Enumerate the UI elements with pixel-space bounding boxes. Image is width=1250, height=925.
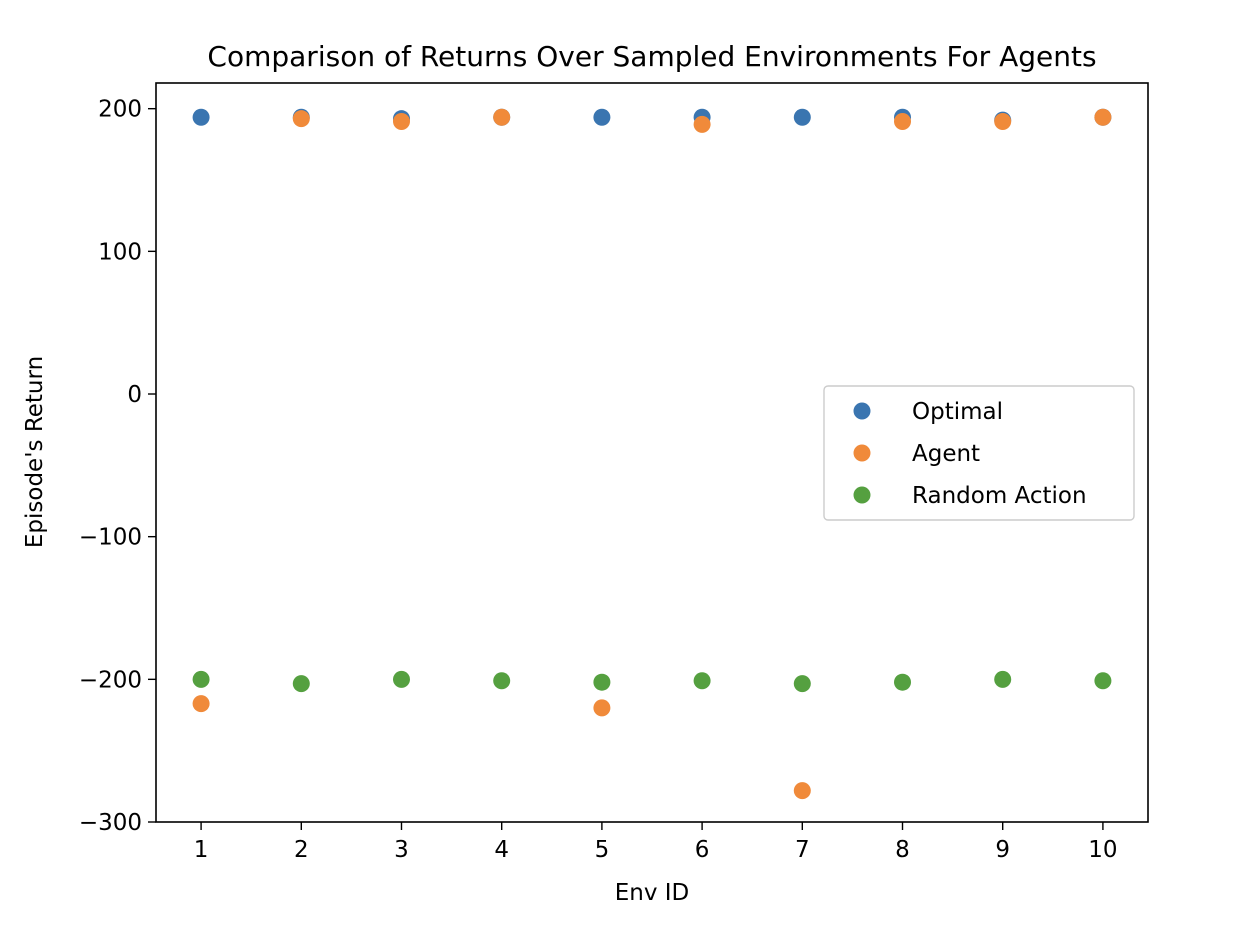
random-action-point [192,670,210,688]
legend-marker-random-action [853,486,871,504]
random-action-point [894,673,912,691]
x-tick-label: 9 [995,837,1010,863]
y-tick-label: −200 [79,667,142,693]
x-tick-label: 1 [194,837,209,863]
legend-marker-optimal [853,402,871,420]
optimal-point [192,108,210,126]
y-axis-label: Episode's Return [22,356,48,548]
x-tick-label: 8 [895,837,910,863]
agent-point [593,699,611,717]
x-tick-label: 5 [595,837,610,863]
random-action-point [392,670,410,688]
chart-title: Comparison of Returns Over Sampled Envir… [207,40,1096,73]
agent-point [1094,108,1112,126]
x-tick-label: 7 [795,837,810,863]
y-tick-label: 0 [127,382,142,408]
data-points [192,108,1112,800]
x-tick-label: 3 [394,837,409,863]
agent-point [292,110,310,128]
plot-frame [155,82,1149,823]
x-tick-label: 2 [294,837,309,863]
random-action-point [493,672,511,690]
x-axis-label: Env ID [615,880,690,906]
legend-label-random-action: Random Action [912,483,1087,509]
legend-label-agent: Agent [912,441,980,467]
optimal-point [793,108,811,126]
agent-point [392,113,410,131]
y-axis: −300 −200 −100 0 100 200 [79,97,156,836]
agent-point [894,113,912,131]
x-tick-label: 6 [695,837,710,863]
legend-label-optimal: Optimal [912,399,1003,425]
random-action-point [292,675,310,693]
agent-point [793,782,811,800]
random-action-point [693,672,711,690]
agent-point [994,113,1012,131]
random-action-point [593,673,611,691]
optimal-point [593,108,611,126]
x-axis: 1 2 3 4 5 6 7 8 9 10 [194,822,1118,863]
legend-marker-agent [853,444,871,462]
y-tick-label: 100 [98,239,142,265]
legend: Optimal Agent Random Action [823,385,1135,521]
x-tick-label: 4 [494,837,509,863]
x-tick-label: 10 [1088,837,1117,863]
agent-point [693,115,711,133]
agent-point [493,108,511,126]
y-tick-label: 200 [98,97,142,123]
legend-box [823,385,1135,521]
agent-point [192,695,210,713]
random-action-point [793,675,811,693]
y-tick-label: −300 [79,810,142,836]
y-tick-label: −100 [79,525,142,551]
random-action-point [1094,672,1112,690]
random-action-point [994,670,1012,688]
